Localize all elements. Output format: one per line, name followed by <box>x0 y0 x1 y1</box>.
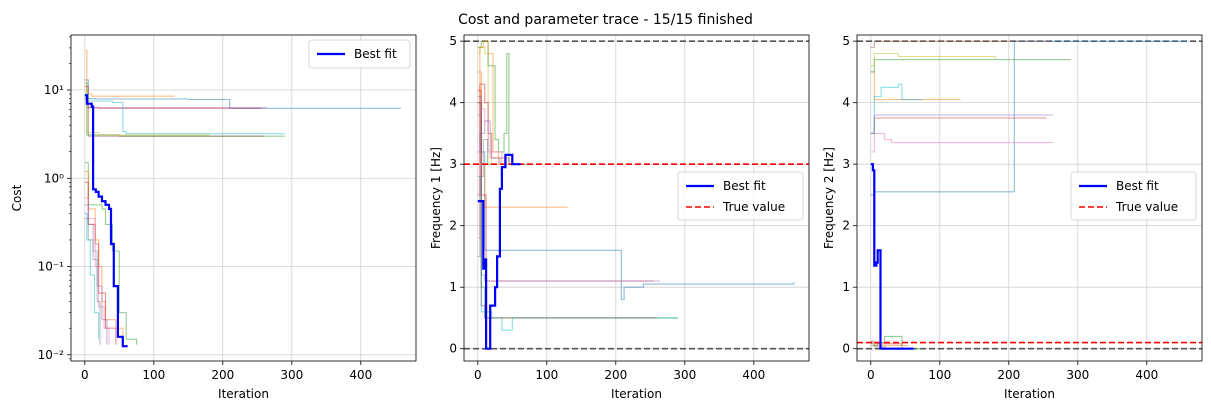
y-tick-label: 10¹ <box>44 83 64 97</box>
trace-line <box>870 52 996 67</box>
y-tick-label: 10⁻¹ <box>38 260 65 274</box>
x-axis-label: Iteration <box>1004 387 1055 401</box>
legend-label: True value <box>722 200 785 214</box>
y-axis-label: Frequency 2 [Hz] <box>822 147 836 249</box>
y-tick-label: 5 <box>842 34 850 48</box>
y-tick-label: 4 <box>449 96 457 110</box>
y-tick-label: 10⁻² <box>38 348 65 362</box>
best-fit-line <box>477 153 521 350</box>
plot-area <box>464 40 809 350</box>
legend-label: True value <box>1115 200 1178 214</box>
trace-line <box>870 83 923 134</box>
x-tick-label: 300 <box>673 368 696 382</box>
trace-line <box>477 175 678 331</box>
trace-line <box>477 89 654 282</box>
y-axis-label: Frequency 1 [Hz] <box>429 147 443 249</box>
legend-box <box>1070 171 1197 221</box>
axes-frame <box>856 34 1203 362</box>
x-tick-label: 100 <box>928 368 951 382</box>
axes-frame <box>463 34 810 362</box>
x-tick-label: 200 <box>997 368 1020 382</box>
trace-line <box>870 71 961 101</box>
trace-line <box>477 102 658 319</box>
legend: Best fit True value <box>677 171 804 221</box>
trace-line <box>477 102 795 301</box>
subplot-cost: 0 100 200 300 400 10⁻² 10⁻¹ 10⁰ 10¹ Iteration Cost… <box>10 34 417 401</box>
trace-line <box>84 212 100 340</box>
y-axis-label: Cost <box>10 184 24 211</box>
y-tick-label: 1 <box>449 280 457 294</box>
trace-line <box>870 59 1071 73</box>
legend: Best fit <box>308 39 411 69</box>
x-tick-label: 0 <box>474 368 482 382</box>
x-tick-label: 400 <box>349 368 372 382</box>
trace-line <box>477 95 660 282</box>
x-tick-label: 100 <box>535 368 558 382</box>
trace-line <box>84 217 101 345</box>
y-tick-label: 5 <box>449 34 457 48</box>
y-tick-label: 0 <box>842 342 850 356</box>
subplot-frequency-1: 0 100 200 300 400 0 1 2 3 4 5 Iteration Frequency 1 … <box>429 34 810 401</box>
x-axis-label: Iteration <box>611 387 662 401</box>
trace-line <box>477 120 501 165</box>
legend-box <box>308 39 411 69</box>
trace-line <box>84 49 175 97</box>
trace-line <box>84 170 124 345</box>
x-tick-label: 100 <box>142 368 165 382</box>
best-fit-line <box>870 163 914 350</box>
x-tick-label: 0 <box>81 368 89 382</box>
y-tick-label: 1 <box>842 280 850 294</box>
trace-line <box>84 204 108 345</box>
x-tick-label: 300 <box>1066 368 1089 382</box>
plot-area <box>84 49 401 348</box>
x-tick-label: 0 <box>867 368 875 382</box>
legend: Best fit True value <box>1070 171 1197 221</box>
y-tick-label: 0 <box>449 342 457 356</box>
trace-line <box>84 79 401 109</box>
legend-label: Best fit <box>1116 179 1159 193</box>
y-tick-label: 3 <box>842 157 850 171</box>
trace-line <box>870 117 1047 134</box>
y-tick-label: 10⁰ <box>44 171 64 185</box>
x-tick-label: 300 <box>280 368 303 382</box>
x-axis-label: Iteration <box>218 387 269 401</box>
y-tick-label: 4 <box>842 96 850 110</box>
axes-frame <box>70 34 417 362</box>
x-tick-label: 400 <box>1135 368 1158 382</box>
trace-line <box>477 40 516 165</box>
trace-line <box>477 139 493 257</box>
x-tick-label: 200 <box>604 368 627 382</box>
x-tick-label: 200 <box>211 368 234 382</box>
subplot-frequency-2: 0 100 200 300 400 0 1 2 3 4 5 Iteration Frequency 2 … <box>822 34 1203 401</box>
trace-line <box>84 98 265 137</box>
figure-title: Cost and parameter trace - 15/15 finishe… <box>458 12 753 28</box>
best-fit-line <box>84 94 128 348</box>
trace-line <box>870 132 1053 153</box>
trace-line <box>84 82 285 137</box>
x-tick-label: 400 <box>742 368 765 382</box>
legend-label: Best fit <box>723 179 766 193</box>
trace-line <box>84 162 138 345</box>
y-tick-label: 2 <box>842 219 850 233</box>
legend-box <box>677 171 804 221</box>
trace-line <box>870 40 1051 48</box>
trace-line <box>84 93 285 135</box>
legend-label: Best fit <box>354 47 397 61</box>
y-tick-label: 2 <box>449 219 457 233</box>
plot-area <box>857 40 1202 350</box>
trace-line <box>84 89 210 137</box>
y-tick-label: 3 <box>449 157 457 171</box>
